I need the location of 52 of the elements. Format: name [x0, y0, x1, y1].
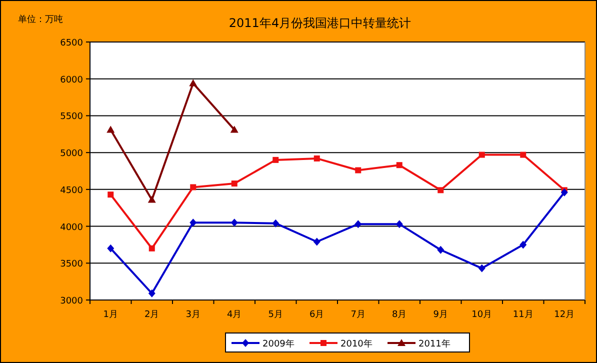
point: [230, 126, 238, 133]
point: [396, 162, 402, 168]
point: [108, 192, 114, 198]
x-tick-label: 8月: [392, 310, 407, 320]
y-tick-label: 5000: [60, 149, 84, 160]
point: [396, 220, 403, 228]
x-tick-label: 4月: [227, 310, 242, 320]
y-tick-label: 6000: [60, 75, 84, 86]
y-tick-label: 3000: [60, 296, 84, 306]
y-tick-label: 4000: [60, 222, 84, 233]
x-tick-label: 3月: [186, 310, 200, 320]
point: [313, 238, 320, 246]
y-tick-label: 5500: [60, 112, 84, 122]
point: [355, 167, 362, 174]
point: [230, 218, 238, 227]
point: [190, 184, 196, 190]
chart-title: 2011年4月份我国港口中转量统计: [228, 16, 412, 30]
point: [354, 220, 362, 228]
x-tick-label: 12月: [554, 310, 575, 320]
point: [520, 152, 526, 158]
point: [272, 219, 280, 228]
point: [478, 152, 485, 158]
point: [520, 240, 527, 249]
y-tick-label: 6500: [60, 38, 84, 48]
point: [437, 246, 444, 254]
point: [478, 264, 486, 272]
x-tick-label: 7月: [350, 310, 366, 320]
x-tick-label: 11月: [512, 310, 534, 320]
point: [189, 79, 198, 86]
legend-label: 2011年: [418, 338, 450, 350]
legend-label: 2009年: [262, 338, 294, 350]
y-tick-label: 3500: [60, 260, 84, 270]
point: [231, 180, 238, 187]
y-tick-label: 4500: [60, 186, 84, 196]
point: [148, 245, 155, 252]
legend-label: 2010年: [340, 338, 372, 350]
x-tick-label: 2月: [144, 310, 160, 320]
x-tick-label: 1月: [103, 310, 118, 320]
x-tick-label: 5月: [268, 310, 283, 320]
point: [190, 218, 197, 227]
point: [438, 187, 444, 194]
point: [272, 156, 279, 163]
point: [106, 126, 115, 133]
point: [107, 244, 114, 252]
x-tick-label: 6月: [310, 310, 324, 320]
point: [148, 289, 156, 298]
x-tick-label: 10月: [472, 310, 492, 320]
text: 单位：万吨: [18, 14, 63, 25]
x-tick-label: 9月: [433, 310, 448, 320]
point: [148, 196, 156, 203]
point: [560, 188, 568, 196]
point: [314, 155, 320, 162]
